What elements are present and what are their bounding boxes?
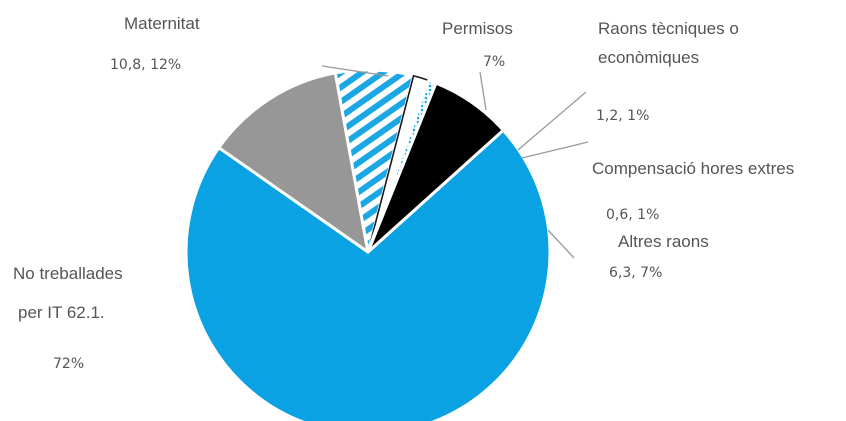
label-altres-value: 6,3, 7% xyxy=(609,265,662,281)
leader-altres xyxy=(547,229,575,259)
label-it-value: 72% xyxy=(53,356,84,372)
label-permisos-value: 7% xyxy=(483,54,505,70)
label-raons-value: 1,2, 1% xyxy=(596,108,649,124)
pie-slice-0 xyxy=(184,128,552,421)
label-altres-name: Altres raons xyxy=(618,232,709,251)
leader-raons xyxy=(517,91,587,151)
label-permisos-name: Permisos xyxy=(442,19,513,38)
leader-compensacio xyxy=(521,141,589,159)
leader-lines xyxy=(321,65,589,259)
label-raons-name-line1: Raons tècniques o xyxy=(598,19,739,38)
label-compensacio-name: Compensació hores extres xyxy=(592,159,794,178)
label-maternitat-value: 10,8, 12% xyxy=(110,57,181,73)
label-compensacio-value: 0,6, 1% xyxy=(606,207,659,223)
label-it-name-line1: No treballades xyxy=(13,264,123,283)
label-it-name-line2: per IT 62.1. xyxy=(18,303,105,322)
pie-slice-1 xyxy=(217,71,370,254)
slice-labels: Maternitat 10,8, 12% Permisos 7% Raons t… xyxy=(13,14,794,372)
leader-maternitat xyxy=(321,65,389,77)
label-maternitat-name: Maternitat xyxy=(124,14,200,33)
label-raons-name-line2: econòmiques xyxy=(598,48,699,67)
leader-permisos xyxy=(479,71,487,111)
pie-slice-5 xyxy=(366,81,505,254)
pie-slices xyxy=(184,68,552,421)
